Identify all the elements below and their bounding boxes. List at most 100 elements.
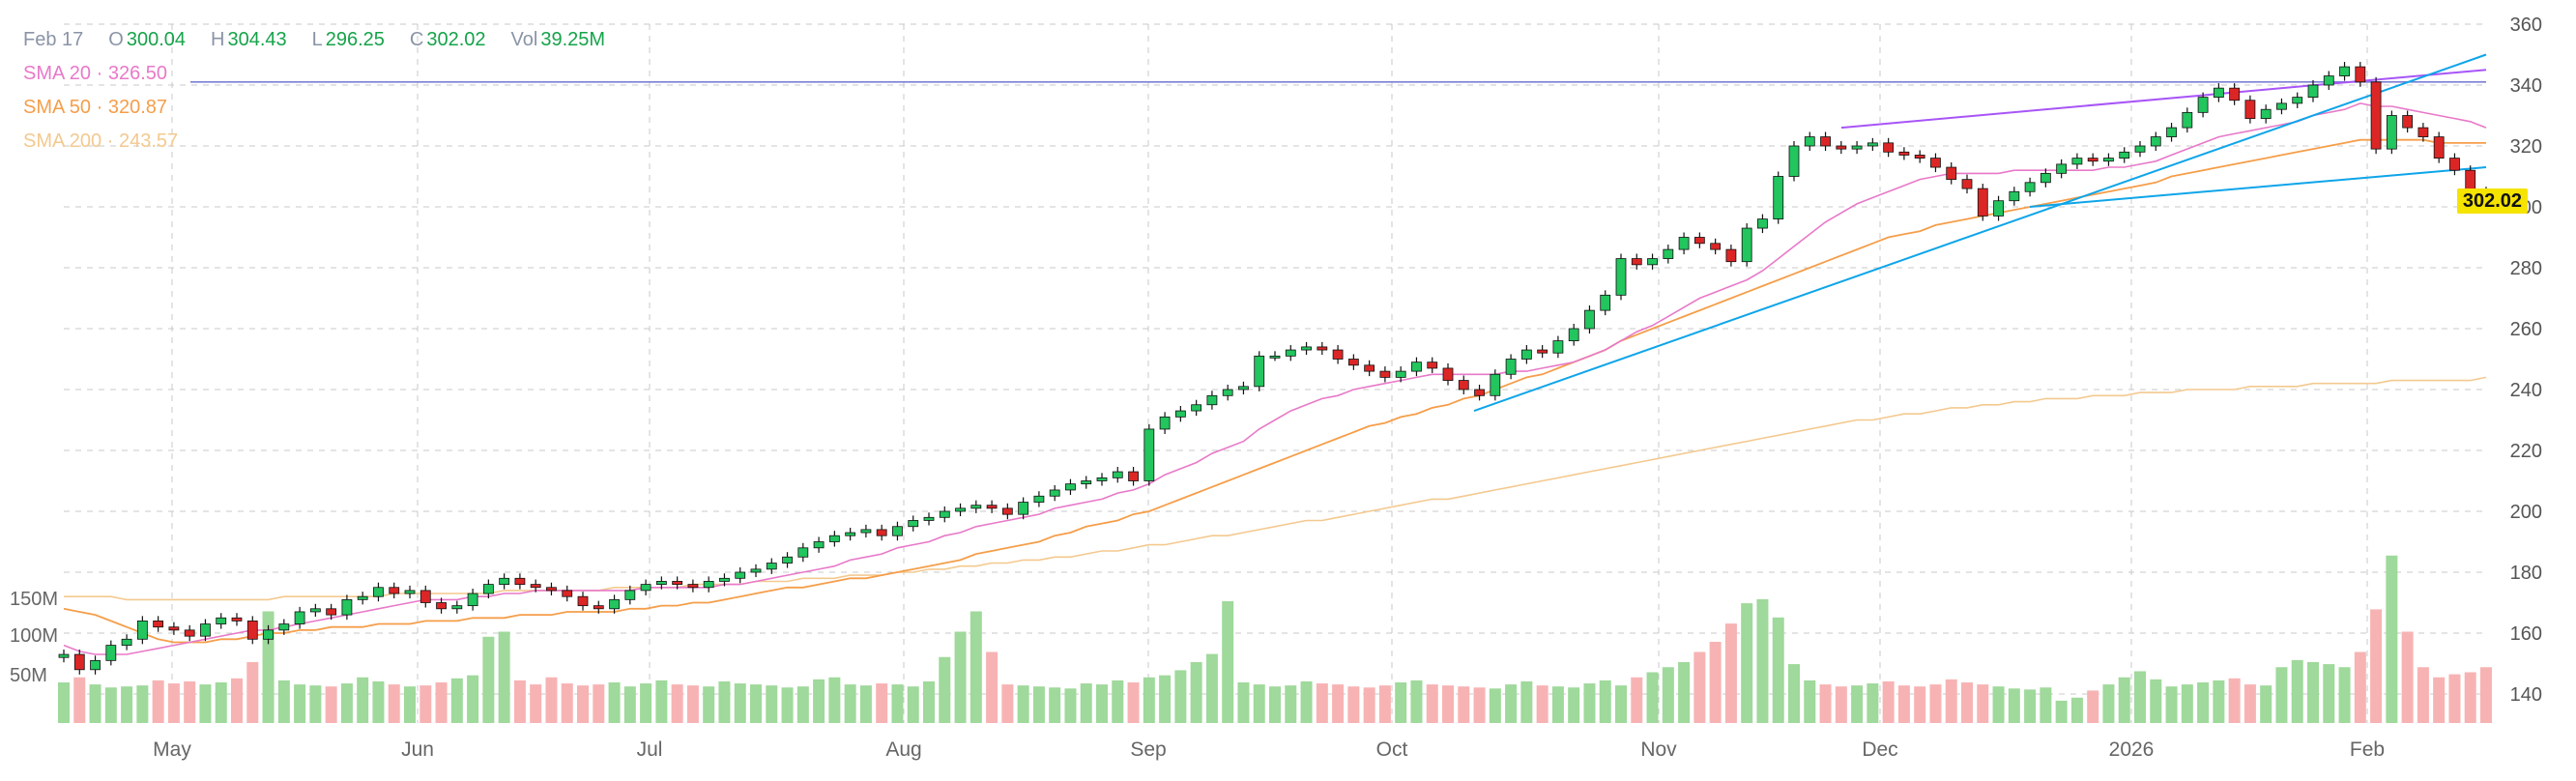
candle-body [766,563,777,570]
candle-body [121,638,132,646]
candle-body [1693,237,1705,245]
volume-bar [1347,686,1360,723]
volume-bar [1143,677,1155,723]
volume-bar [1174,670,1187,723]
volume-bar [1662,667,1674,723]
ohlc-row: Feb 17 O 300.04 H 304.43 L 296.25 C 302.02 V… [23,23,605,57]
y-tick-label: 360 [2510,14,2542,36]
volume-bar [184,680,196,723]
volume-bar [2197,682,2210,723]
volume-bar [215,682,227,723]
candle-body [2119,151,2130,159]
candle-body [2024,182,2036,192]
candle-body [530,584,541,589]
candle-body [2087,158,2098,162]
candle-body [2071,158,2083,165]
volume-bar [1788,664,1800,723]
candle-body [58,653,70,658]
volume-bar [1804,680,1816,723]
volume-bar [796,686,809,723]
volume-bar [1631,677,1643,723]
candle-body [828,535,840,542]
volume-bar [907,686,919,723]
volume-bar [2480,667,2492,723]
sma200-label: SMA 200 [23,130,102,152]
candle-body [482,584,494,594]
volume-bar [686,685,699,723]
volume-bar [2181,684,2193,723]
sma200-line [64,376,2487,601]
candle-body [1773,176,1784,219]
candle-body [451,605,463,610]
y-tick-label: 280 [2510,258,2542,279]
y-tick-label: 220 [2510,441,2542,462]
volume-bar [2150,679,2162,723]
volume-bar [891,684,904,723]
candle-body [1804,136,1815,147]
volume-bar [623,686,636,723]
candle-body [1096,477,1108,481]
x-tick-label: May [153,738,191,761]
volume-bar [1772,617,1784,723]
sma50-label: SMA 50 [23,97,92,118]
volume-bar [1032,686,1045,723]
volume-bar [970,611,982,723]
volume-bar [2024,689,2037,723]
x-tick-label: Jun [401,738,434,761]
volume-bar [986,651,999,723]
x-tick-label: 2026 [2109,738,2155,761]
volume-bar [2401,631,2414,723]
candle-body [153,621,164,628]
volume-bar [608,682,621,723]
volume-bar [1096,684,1108,723]
candle-body [892,526,903,536]
candle-body [1427,362,1438,369]
candle-body [499,577,510,585]
candle-body [1411,362,1422,372]
volume-bar [2354,651,2366,723]
y-tick-label: 160 [2510,623,2542,645]
candle-body [216,617,227,624]
volume-bar [1410,680,1423,723]
candle-body [2213,87,2224,99]
volume-bar [2433,677,2446,723]
volume-bar [1253,684,1265,723]
candle-body [1301,346,1312,351]
sma20-label: SMA 20 [23,63,92,84]
volume-bar [277,680,290,723]
volume-bar [577,685,589,723]
volume-bar [231,678,243,723]
candle-body [436,602,447,610]
volume-bar [2134,671,2146,723]
candle-body [1081,480,1092,485]
candle-body [1018,502,1029,515]
volume-bar [640,683,652,723]
candle-body [986,505,998,509]
volume-bar [1929,684,1942,723]
candle-body [2402,115,2414,129]
volume-bar [498,631,510,723]
high-value: 304.43 [227,29,287,50]
candle-body [1033,495,1045,503]
volume-bar [1520,680,1533,723]
candle-body [2103,158,2114,162]
candle-body [1820,136,1831,147]
candle-body [797,547,809,558]
candle-body [687,584,699,589]
volume-bar [1001,684,1014,723]
y-tick-label: 240 [2510,380,2542,401]
candle-body [136,621,148,640]
volume-bar [2338,667,2351,723]
volume-bar [388,684,400,723]
y-tick-label: 140 [2510,684,2542,706]
volume-bar [1458,686,1470,723]
candle-body [341,598,353,616]
volume-bar [766,685,778,723]
sma50-line [63,138,2486,644]
candle-body [2307,84,2319,99]
candle-body [1490,373,1501,396]
volume-bar [1269,686,1281,723]
volume-bar [420,685,432,723]
